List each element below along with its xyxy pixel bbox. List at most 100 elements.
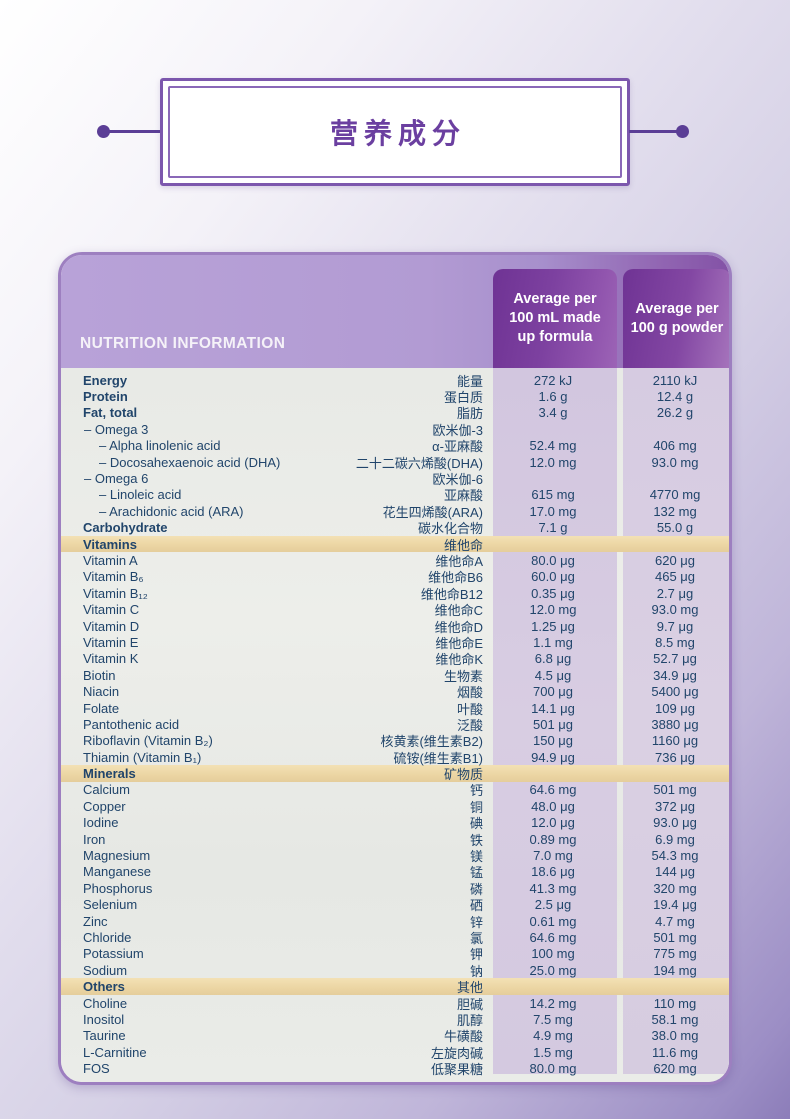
row-value-100g: 8.5 mg xyxy=(655,634,695,650)
table-row: Thiamin (Vitamin B₁) 硫铵(维生素B1) 94.9 μg 7… xyxy=(61,749,729,766)
row-value-100ml: 48.0 μg xyxy=(531,798,575,814)
row-label-zh: 能量 xyxy=(456,373,483,389)
row-value-100g: 54.3 mg xyxy=(651,848,699,864)
table-row: Fat, total 脂肪 3.4 g 26.2 g xyxy=(61,405,729,421)
section-title-box: 营养成分 xyxy=(160,78,630,186)
table-row: Pantothenic acid 泛酸 501 μg 3880 μg xyxy=(61,716,729,733)
row-label-en: Iron xyxy=(83,831,106,847)
row-label-zh: 维他命K xyxy=(435,652,483,668)
row-value-100ml: 12.0 μg xyxy=(531,815,575,831)
nutrition-table-header: NUTRITION INFORMATION Average per 100 mL… xyxy=(61,255,729,368)
row-label-en: Phosphorus xyxy=(83,880,153,896)
table-row: Iodine 碘 12.0 μg 93.0 μg xyxy=(61,815,729,831)
nutrition-rows: Energy 能量 272 kJ 2110 kJ Protein 蛋白质 1.6… xyxy=(61,372,729,1077)
row-label-zh: 矿物质 xyxy=(443,767,483,783)
row-label-zh: 钠 xyxy=(469,963,483,979)
row-label-zh: 核黄素(维生素B2) xyxy=(380,734,483,750)
row-label-zh: 钾 xyxy=(469,947,483,963)
row-labels: Vitamin E 维他命E xyxy=(61,633,491,652)
row-value-100g: 55.0 g xyxy=(656,520,694,536)
row-value-100g: 2.7 μg xyxy=(656,585,694,601)
row-value-100ml: 14.2 mg xyxy=(529,995,577,1011)
row-value-100g: 93.0 μg xyxy=(653,815,697,831)
table-row: Vitamin E 维他命E 1.1 mg 8.5 mg xyxy=(61,633,729,652)
row-labels: Vitamin B₆ 维他命B6 xyxy=(61,567,491,586)
table-row: Sodium 钠 25.0 mg 194 mg xyxy=(61,962,729,979)
row-value-100g: 372 μg xyxy=(654,798,696,814)
row-label-en: Vitamin B₁₂ xyxy=(83,585,148,601)
row-label-zh: 维他命B12 xyxy=(420,586,483,602)
row-label-en: L-Carnitine xyxy=(83,1044,147,1060)
row-labels: Potassium 钾 xyxy=(61,944,491,963)
row-label-zh: 其他 xyxy=(456,980,483,996)
row-labels: Iodine 碘 xyxy=(61,813,491,832)
table-row: Selenium 硒 2.5 μg 19.4 μg xyxy=(61,897,729,913)
row-label-zh: 钙 xyxy=(469,783,483,799)
row-labels: Folate 叶酸 xyxy=(61,699,491,718)
row-label-en: – Arachidonic acid (ARA) xyxy=(99,503,244,519)
row-value-100ml: 0.61 mg xyxy=(529,913,577,929)
row-value-100ml: 17.0 mg xyxy=(529,503,577,519)
nutrition-table-body: Energy 能量 272 kJ 2110 kJ Protein 蛋白质 1.6… xyxy=(61,368,729,1082)
row-labels: Others 其他 xyxy=(61,977,491,996)
row-value-100g: 144 μg xyxy=(654,864,696,880)
row-value-100ml: 80.0 mg xyxy=(529,1061,577,1077)
row-value-100ml: 1.1 mg xyxy=(533,634,573,650)
row-value-100ml: 700 μg xyxy=(532,684,574,700)
row-label-zh: 氯 xyxy=(469,930,483,946)
row-labels: Niacin 烟酸 xyxy=(61,682,491,701)
row-value-100g: 194 mg xyxy=(653,962,697,978)
row-label-zh: 铁 xyxy=(469,832,483,848)
row-labels: Selenium 硒 xyxy=(61,895,491,914)
table-row: Carbohydrate 碳水化合物 7.1 g 55.0 g xyxy=(61,520,729,536)
row-labels: – Omega 6 欧米伽-6 xyxy=(61,469,491,488)
row-label-en: Vitamin E xyxy=(83,634,139,650)
row-label-en: Thiamin (Vitamin B₁) xyxy=(83,749,202,765)
row-value-100ml: 12.0 mg xyxy=(529,602,577,618)
row-label-en: Iodine xyxy=(83,815,119,831)
row-value-100g: 3880 μg xyxy=(651,716,699,732)
row-value-100ml: 12.0 mg xyxy=(529,454,577,470)
row-label-zh: 二十二碳六烯酸(DHA) xyxy=(355,455,483,471)
row-labels: Inositol 肌醇 xyxy=(61,1010,491,1029)
row-labels: L-Carnitine 左旋肉碱 xyxy=(61,1043,491,1062)
row-labels: Vitamin K 维他命K xyxy=(61,649,491,668)
table-row: Folate 叶酸 14.1 μg 109 μg xyxy=(61,699,729,718)
row-label-en: – Alpha linolenic acid xyxy=(99,438,221,454)
row-label-zh: 脂肪 xyxy=(456,406,483,422)
row-value-100ml: 7.1 g xyxy=(538,520,568,536)
row-labels: Phosphorus 磷 xyxy=(61,879,491,898)
row-label-en: Inositol xyxy=(83,1011,125,1027)
row-value-100g: 465 μg xyxy=(654,569,696,585)
table-row: Zinc 锌 0.61 mg 4.7 mg xyxy=(61,913,729,930)
table-row: Copper 铜 48.0 μg 372 μg xyxy=(61,798,729,815)
row-label-zh: 泛酸 xyxy=(456,717,483,733)
row-value-100g: 4770 mg xyxy=(649,487,701,503)
row-labels: Calcium 钙 xyxy=(61,780,491,799)
row-labels: – Arachidonic acid (ARA) 花生四烯酸(ARA) xyxy=(61,502,491,521)
row-label-en: Zinc xyxy=(83,913,108,929)
table-row: Vitamin K 维他命K 6.8 μg 52.7 μg xyxy=(61,651,729,667)
table-row: Taurine 牛磺酸 4.9 mg 38.0 mg xyxy=(61,1028,729,1044)
row-labels: FOS 低聚果糖 xyxy=(61,1059,491,1078)
row-value-100ml: 0.35 μg xyxy=(531,585,575,601)
row-labels: – Linoleic acid 亚麻酸 xyxy=(61,485,491,504)
row-value-100g: 58.1 mg xyxy=(651,1011,699,1027)
row-labels: Iron 铁 xyxy=(61,830,491,849)
row-value-100ml: 2.5 μg xyxy=(534,897,572,913)
row-value-100g: 2110 kJ xyxy=(652,372,698,388)
row-label-en: Taurine xyxy=(83,1028,126,1044)
table-row: Energy 能量 272 kJ 2110 kJ xyxy=(61,372,729,389)
row-value-100g: 110 mg xyxy=(653,995,697,1011)
row-label-zh: 牛磺酸 xyxy=(443,1029,483,1045)
row-label-zh: 维他命C xyxy=(434,603,483,619)
row-value-100ml: 60.0 μg xyxy=(531,569,575,585)
row-value-100g: 1160 μg xyxy=(651,733,699,749)
row-labels: Biotin 生物素 xyxy=(61,666,491,685)
row-labels: Fat, total 脂肪 xyxy=(61,403,491,422)
value-column-strip-100ml xyxy=(493,368,617,1074)
row-labels: Manganese 锰 xyxy=(61,862,491,881)
table-row: Vitamin B₁₂ 维他命B12 0.35 μg 2.7 μg xyxy=(61,585,729,602)
row-value-100ml: 80.0 μg xyxy=(531,552,575,568)
table-row: Inositol 肌醇 7.5 mg 58.1 mg xyxy=(61,1010,729,1029)
